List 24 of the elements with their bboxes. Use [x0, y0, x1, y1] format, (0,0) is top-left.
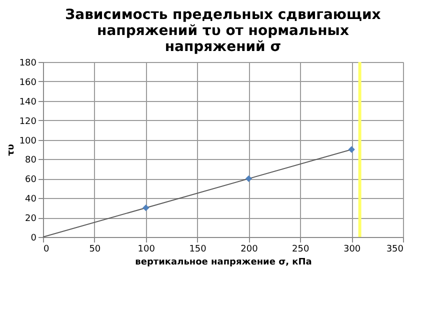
- x-tick-label: 50: [89, 244, 101, 254]
- x-tick-label: 0: [44, 244, 50, 254]
- point: [348, 146, 355, 153]
- point: [245, 175, 252, 182]
- x-tick-label: 150: [189, 244, 207, 254]
- y-tick-label: 60: [25, 175, 37, 186]
- point: [142, 204, 150, 212]
- y-tick-label: 40: [25, 194, 37, 205]
- x-tick-label: 300: [343, 244, 361, 254]
- x-tick-label: 200: [240, 244, 258, 254]
- y-axis-title: τυ: [6, 144, 16, 156]
- x-tick-label: 350: [386, 244, 404, 254]
- y-tick-label: 120: [19, 116, 37, 127]
- y-tick-label: 160: [19, 78, 37, 88]
- x-tick-label: 250: [292, 244, 310, 254]
- chart-title: Зависимость предельных сдвигающих напряжений τυ от нормальных напряжений σ: [65, 7, 381, 55]
- y-tick-label: 180: [19, 58, 37, 68]
- x-tick-label: 100: [138, 244, 156, 254]
- y-tick-label: 140: [19, 97, 37, 108]
- y-tick-label: 80: [25, 156, 37, 166]
- y-tick-label: 0: [30, 234, 37, 244]
- y-tick-label: 100: [19, 136, 37, 146]
- y-tick-label: 20: [25, 214, 37, 224]
- x-axis-title: вертикальное напряжение σ, кПа: [135, 258, 312, 268]
